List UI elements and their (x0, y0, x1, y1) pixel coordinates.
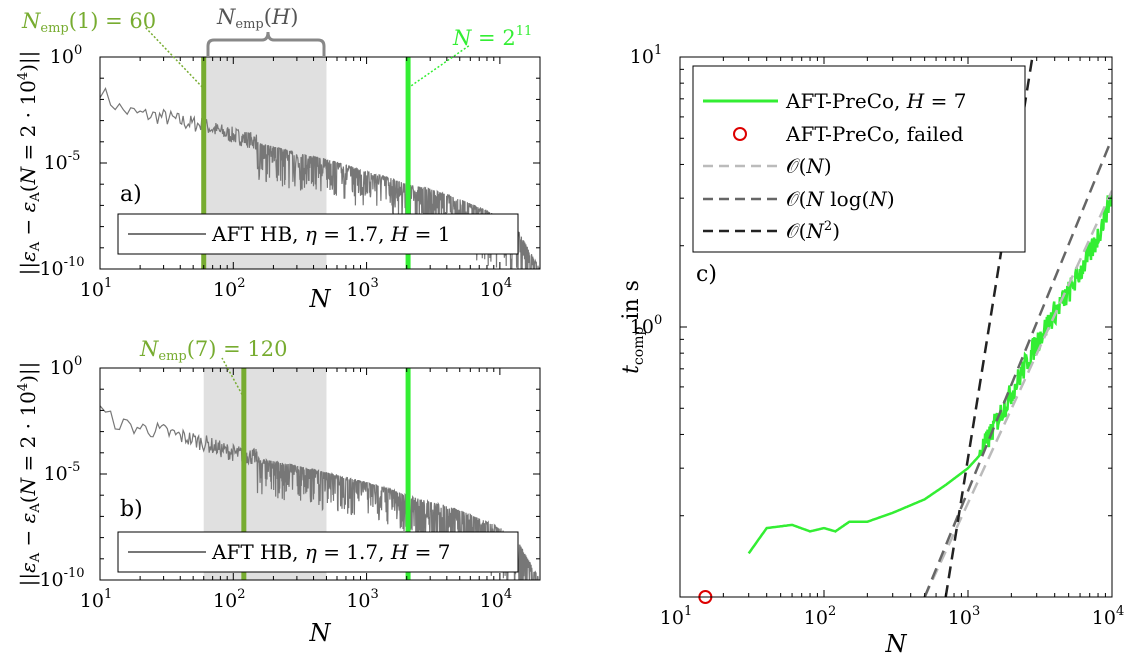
panel-a: 101 102 103 104 100 10-5 10-10 a) AFT HB, η = … (16, 5, 541, 313)
panel-b: 101 102 103 104 100 10-5 10-10 b) AFT HB, η = … (16, 337, 541, 647)
legend-c: AFT-PreCo, H = 7 AFT-PreCo, failed 𝒪(N) … (692, 65, 1026, 253)
legend-label-c3: 𝒪(N) (786, 154, 832, 178)
c-xtick-label: 104 (1092, 604, 1124, 629)
b-xtick-label: 101 (80, 587, 112, 612)
a-xtick-label: 101 (80, 276, 112, 301)
a-ytick-label: 100 (50, 43, 82, 68)
xlabel-c: N (885, 630, 908, 658)
a-ytick-label: 10-5 (44, 149, 81, 174)
a-xtick-label: 104 (480, 276, 512, 301)
annotation-nempH: Nemp(H) (216, 5, 298, 32)
b-xtick-label: 102 (213, 587, 245, 612)
ylabel-b: ||εA − εA(N = 2 · 104)|| (16, 362, 43, 587)
c-ytick-label: 101 (630, 43, 662, 68)
xlabel-a: N (309, 285, 332, 313)
c-xtick-label: 101 (660, 604, 692, 629)
ylabel-c: tcomp in s (619, 280, 647, 374)
b-ytick-label: 10-10 (39, 566, 84, 591)
legend-a: AFT HB, η = 1.7, H = 1 (117, 213, 519, 255)
a-xtick-label: 103 (346, 276, 378, 301)
annotation-n211: N = 211 (452, 24, 532, 50)
annotation-pointer-n211 (407, 44, 471, 89)
panel-label-b: b) (120, 497, 143, 522)
xlabel-b: N (309, 619, 332, 647)
legend-b: AFT HB, η = 1.7, H = 7 (117, 531, 519, 573)
c-series-ref-4 (944, 57, 1034, 597)
c-series-ref-2 (923, 190, 1112, 597)
b-xtick-label: 104 (480, 587, 512, 612)
legend-label-c2: AFT-PreCo, failed (785, 122, 964, 146)
b-ytick-label: 100 (50, 354, 82, 379)
annotation-pointer-nemp1 (144, 26, 206, 91)
c-xtick-label: 102 (804, 604, 836, 629)
annotation-nemp1: Nemp(1) = 60 (21, 9, 156, 36)
legend-label-c4: 𝒪(N log(N) (786, 187, 895, 211)
ylabel-a: ||εA − εA(N = 2 · 104)|| (16, 51, 43, 276)
legend-label-c5: 𝒪(N2) (786, 219, 840, 243)
c-ytick-label: 100 (630, 313, 662, 338)
panel-label-c: c) (696, 262, 717, 287)
c-series-preco (747, 193, 1112, 555)
b-ytick-label: 10-5 (44, 460, 81, 485)
annotation-nemp7: Nemp(7) = 120 (139, 337, 288, 364)
legend-label-b: AFT HB, η = 1.7, H = 7 (211, 540, 451, 564)
c-xtick-label: 103 (948, 604, 980, 629)
a-ytick-label: 10-10 (39, 255, 84, 280)
c-series-ref-3 (923, 137, 1112, 597)
legend-label-a: AFT HB, η = 1.7, H = 1 (211, 222, 451, 246)
panel-c: 101 102 103 104 101 100 c) AFT-PreCo, H = 7 A… (619, 43, 1124, 658)
nemp-bracket (206, 31, 326, 57)
b-xtick-label: 103 (346, 587, 378, 612)
a-xtick-label: 102 (213, 276, 245, 301)
panel-label-a: a) (120, 182, 142, 207)
legend-label-c1: AFT-PreCo, H = 7 (785, 89, 966, 113)
legend-marker-c2 (733, 127, 747, 141)
